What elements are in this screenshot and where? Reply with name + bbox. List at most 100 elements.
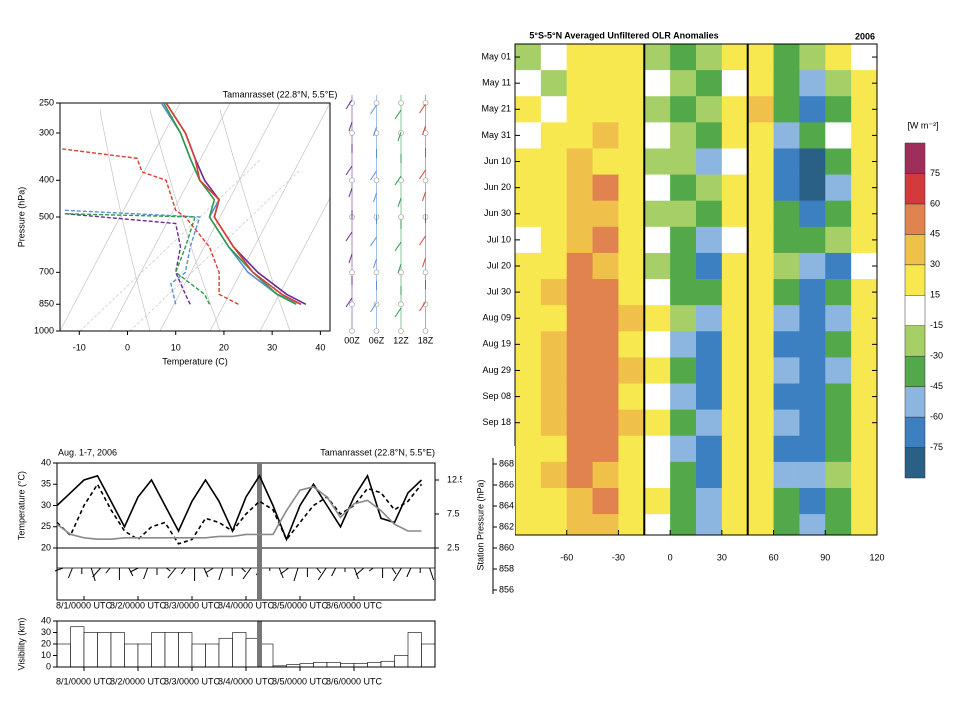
wind-barb [345, 165, 353, 176]
y-tick-label: 300 [39, 127, 54, 137]
bar [407, 632, 422, 668]
wind-barb [406, 567, 412, 578]
heatmap-cell [644, 487, 671, 515]
x-tick-label: 8/4/0000 UTC [218, 676, 275, 686]
isotherm [209, 103, 330, 331]
heatmap-cell [644, 409, 671, 437]
heatmap-cell [721, 148, 749, 175]
bar [191, 643, 206, 668]
heatmap-cell [566, 305, 593, 332]
wind-barb [316, 567, 322, 574]
heatmap-cell [799, 174, 826, 202]
heatmap-cell [515, 435, 542, 463]
heatmap-cell [618, 409, 645, 437]
heatmap-cell [670, 226, 697, 254]
heatmap-cell [825, 279, 852, 306]
heatmap-cell [670, 174, 697, 202]
heatmap-cell [799, 305, 826, 332]
heatmap-cell [540, 383, 568, 411]
colorbar-label: -15 [930, 320, 943, 330]
wind-barb [293, 567, 299, 582]
legend-label: 18Z [418, 335, 434, 345]
heatmap-cell [851, 435, 877, 463]
heatmap-cell [696, 96, 723, 123]
heatmap-cell [592, 305, 619, 332]
barb-station [398, 301, 404, 308]
wind-barb [345, 99, 353, 110]
y-tick-label: 20 [41, 542, 51, 552]
y2-tick-label: 2.5 [447, 542, 460, 552]
heatmap-cell [773, 461, 800, 489]
heatmap-cell [540, 357, 568, 384]
series-line [56, 482, 423, 545]
isotherm [60, 103, 181, 331]
x-tick-label: 8/2/0000 UTC [110, 676, 167, 686]
heatmap-cell [566, 331, 593, 358]
heatmap-cell [644, 383, 671, 411]
y-tick-label: Aug 29 [482, 365, 511, 375]
heatmap-cell [566, 409, 593, 437]
colorbar-swatch [904, 173, 926, 205]
heatmap-cell [825, 174, 852, 202]
heatmap-cell [721, 70, 749, 97]
heatmap-cell [696, 226, 723, 254]
y-tick-label: Sep 08 [482, 391, 511, 401]
heatmap-cell [825, 148, 852, 175]
y-tick-label: Jun 30 [484, 208, 511, 218]
heatmap-cell [592, 200, 619, 228]
heatmap-cell [566, 226, 593, 254]
heatmap-cell [825, 122, 852, 149]
y-tick-label: 500 [39, 211, 54, 221]
heatmap-cell [515, 514, 542, 535]
series-line [56, 473, 423, 542]
highlight-bar [257, 621, 262, 667]
y3-tick-label: 862 [499, 521, 514, 531]
bar [205, 643, 220, 668]
heatmap-cell [799, 252, 826, 280]
wind-barb [348, 187, 353, 198]
heatmap-cell [540, 331, 568, 358]
heatmap-cell [747, 174, 774, 202]
wind-barb [370, 170, 377, 181]
heatmap-cell [747, 435, 774, 463]
heatmap-cell [696, 44, 723, 71]
wind-barb [105, 567, 111, 574]
x-tick-label: 8/2/0000 UTC [110, 600, 167, 610]
heatmap-cell [670, 148, 697, 175]
heatmap-cell [825, 305, 852, 332]
heatmap-cell [592, 461, 619, 489]
barb-station [373, 269, 380, 276]
colorbar-swatch [904, 264, 926, 296]
heatmap-cell [747, 487, 774, 515]
y-tick-label: May 01 [481, 51, 511, 61]
adiabat [99, 109, 151, 331]
heatmap-cell [618, 461, 645, 489]
heatmap-cell [799, 409, 826, 437]
x-tick-label: -10 [73, 342, 86, 352]
heatmap-cell [773, 96, 800, 123]
heatmap-cell [825, 383, 852, 411]
wind-barb [397, 197, 402, 208]
header-right: Tamanrasset (22.8°N, 5.5°E) [320, 447, 435, 457]
temperature-line [165, 103, 302, 306]
wind-barb [397, 263, 402, 274]
y-tick-label: 700 [39, 267, 54, 277]
heatmap-cell [696, 200, 723, 228]
heatmap-cell [696, 357, 723, 384]
heatmap-cell [721, 357, 749, 384]
wind-barb [218, 567, 224, 581]
bar [313, 662, 328, 668]
bar [124, 643, 139, 668]
heatmap-cell [566, 122, 593, 149]
wind-barb [90, 567, 96, 582]
y-tick-label: Sep 18 [482, 417, 511, 427]
heatmap-cell [592, 435, 619, 463]
heatmap-cell [670, 357, 697, 384]
wind-barb [280, 567, 289, 575]
heatmap-cell [540, 305, 568, 332]
heatmap-cell [618, 122, 645, 149]
heatmap-cell [773, 409, 800, 437]
heatmap-cell [696, 487, 723, 515]
heatmap-cell [670, 252, 697, 280]
colorbar-swatch [904, 386, 926, 418]
